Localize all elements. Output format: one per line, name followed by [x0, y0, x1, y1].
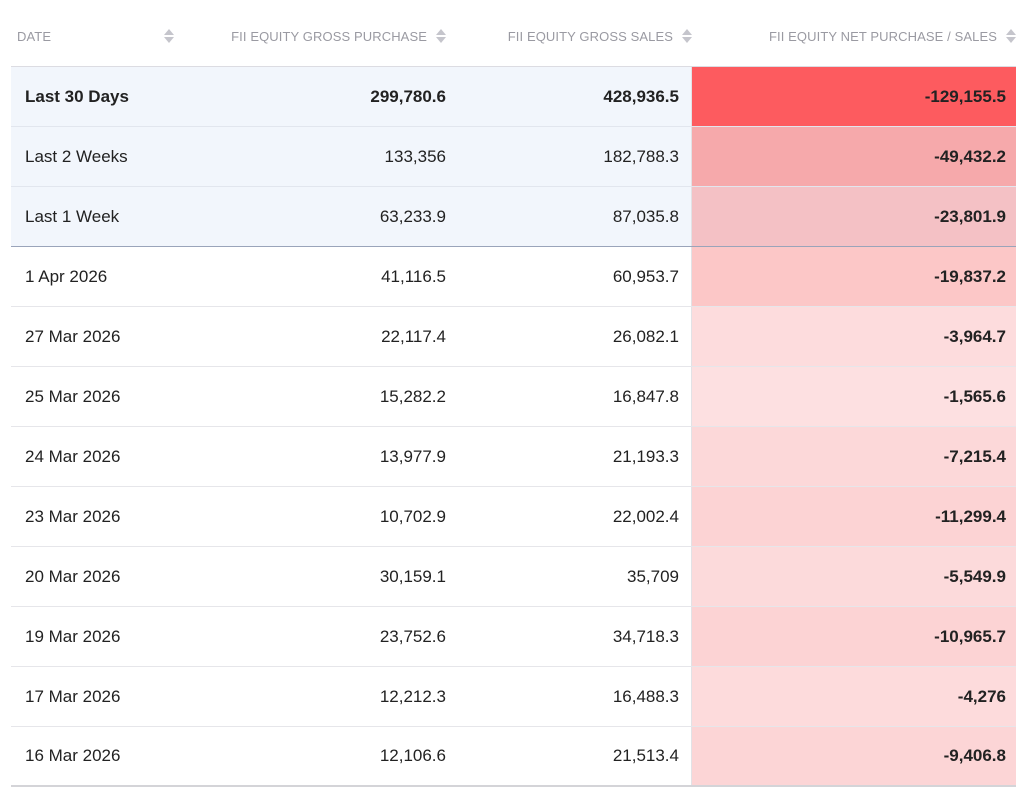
row-sales: 60,953.7 [446, 247, 692, 306]
summary-purchase: 299,780.6 [370, 86, 446, 106]
row-date: 27 Mar 2026 [25, 326, 121, 346]
row-sales: 26,082.1 [446, 307, 692, 366]
header-net-purchase-sales[interactable]: FII EQUITY NET PURCHASE / SALES [692, 6, 1016, 66]
row-date: 20 Mar 2026 [25, 566, 121, 586]
row-purchase: 15,282.2 [379, 386, 446, 406]
row-purchase: 30,159.1 [379, 566, 446, 586]
summary-purchase: 63,233.9 [379, 206, 446, 226]
summary-sales: 87,035.8 [446, 187, 692, 246]
header-gross-purchase-label: FII EQUITY GROSS PURCHASE [231, 28, 427, 44]
header-gross-sales-label: FII EQUITY GROSS SALES [507, 28, 673, 44]
row-net: -4,276 [692, 667, 1016, 726]
sort-icon[interactable] [1006, 29, 1016, 43]
row-date: 1 Apr 2026 [25, 266, 108, 286]
table-header-row: DATE FII EQUITY GROSS PURCHASE FII EQUIT… [11, 6, 1016, 67]
table-row: 25 Mar 2026 15,282.2 16,847.8 -1,565.6 [11, 367, 1016, 427]
row-net: -5,549.9 [692, 547, 1016, 606]
row-date: 19 Mar 2026 [25, 626, 121, 646]
summary-date: Last 1 Week [25, 206, 120, 226]
fii-equity-table: DATE FII EQUITY GROSS PURCHASE FII EQUIT… [11, 6, 1016, 787]
table-row: 16 Mar 2026 12,106.6 21,513.4 -9,406.8 [11, 727, 1016, 787]
header-date[interactable]: DATE [11, 6, 174, 66]
row-date: 25 Mar 2026 [25, 386, 121, 406]
summary-net: -129,155.5 [692, 67, 1016, 126]
table-row: 27 Mar 2026 22,117.4 26,082.1 -3,964.7 [11, 307, 1016, 367]
table-row: 1 Apr 2026 41,116.5 60,953.7 -19,837.2 [11, 247, 1016, 307]
row-sales: 21,193.3 [446, 427, 692, 486]
summary-net: -49,432.2 [692, 127, 1016, 186]
row-date: 16 Mar 2026 [25, 746, 121, 765]
row-date: 17 Mar 2026 [25, 686, 121, 706]
sort-icon[interactable] [436, 29, 446, 43]
row-date: 24 Mar 2026 [25, 446, 121, 466]
summary-sales: 428,936.5 [446, 67, 692, 126]
row-date: 23 Mar 2026 [25, 506, 121, 526]
row-sales: 34,718.3 [446, 607, 692, 666]
row-sales: 35,709 [446, 547, 692, 606]
row-sales: 16,847.8 [446, 367, 692, 426]
row-net: -9,406.8 [692, 727, 1016, 785]
summary-sales: 182,788.3 [446, 127, 692, 186]
row-net: -3,964.7 [692, 307, 1016, 366]
summary-date: Last 2 Weeks [25, 146, 128, 166]
sort-icon[interactable] [164, 29, 174, 43]
summary-row-2-weeks: Last 2 Weeks 133,356 182,788.3 -49,432.2 [11, 127, 1016, 187]
row-sales: 21,513.4 [446, 727, 692, 785]
sort-icon[interactable] [682, 29, 692, 43]
row-net: -1,565.6 [692, 367, 1016, 426]
row-purchase: 12,212.3 [379, 686, 446, 706]
row-purchase: 12,106.6 [379, 746, 446, 765]
row-purchase: 13,977.9 [379, 446, 446, 466]
header-gross-sales[interactable]: FII EQUITY GROSS SALES [446, 6, 692, 66]
row-net: -19,837.2 [692, 247, 1016, 306]
summary-purchase: 133,356 [384, 146, 446, 166]
table-row: 23 Mar 2026 10,702.9 22,002.4 -11,299.4 [11, 487, 1016, 547]
table-row: 24 Mar 2026 13,977.9 21,193.3 -7,215.4 [11, 427, 1016, 487]
row-net: -11,299.4 [692, 487, 1016, 546]
header-net-label: FII EQUITY NET PURCHASE / SALES [768, 28, 997, 44]
header-gross-purchase[interactable]: FII EQUITY GROSS PURCHASE [174, 6, 446, 66]
row-net: -7,215.4 [692, 427, 1016, 486]
table-row: 20 Mar 2026 30,159.1 35,709 -5,549.9 [11, 547, 1016, 607]
row-sales: 16,488.3 [446, 667, 692, 726]
table-row: 17 Mar 2026 12,212.3 16,488.3 -4,276 [11, 667, 1016, 727]
summary-net: -23,801.9 [692, 187, 1016, 246]
row-purchase: 22,117.4 [381, 326, 446, 346]
row-net: -10,965.7 [692, 607, 1016, 666]
row-purchase: 23,752.6 [379, 626, 446, 646]
summary-row-30-days: Last 30 Days 299,780.6 428,936.5 -129,15… [11, 67, 1016, 127]
row-purchase: 41,116.5 [381, 266, 446, 286]
row-sales: 22,002.4 [446, 487, 692, 546]
row-purchase: 10,702.9 [379, 506, 446, 526]
table-row: 19 Mar 2026 23,752.6 34,718.3 -10,965.7 [11, 607, 1016, 667]
summary-row-1-week: Last 1 Week 63,233.9 87,035.8 -23,801.9 [11, 187, 1016, 247]
header-date-label: DATE [17, 28, 52, 44]
summary-date: Last 30 Days [25, 86, 129, 106]
